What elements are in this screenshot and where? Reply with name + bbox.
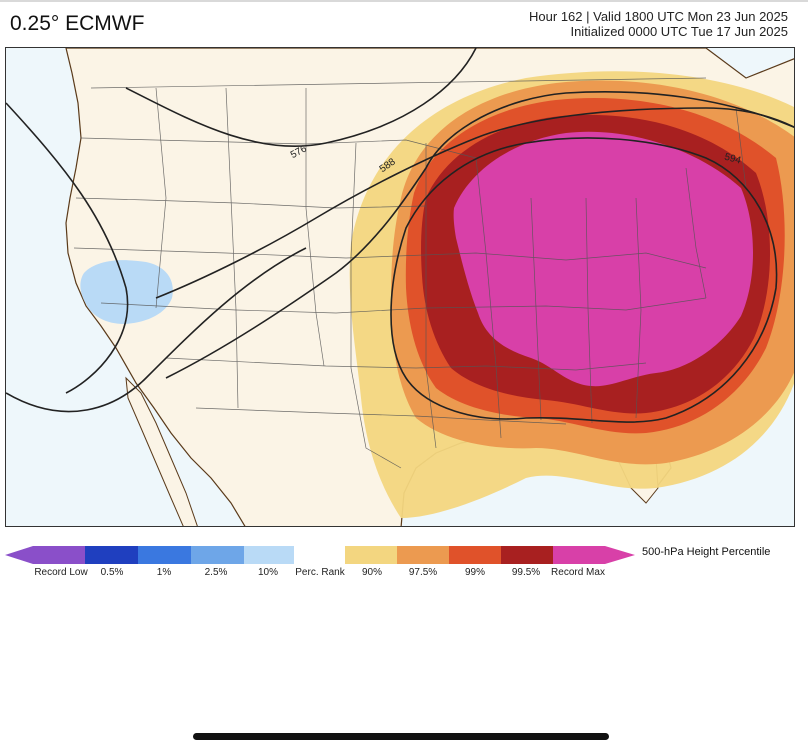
top-rule [0,0,808,2]
legend-swatch-0-5 [85,546,138,564]
legend-label-97-5: 97.5% [408,567,438,578]
contour-582 [155,107,794,299]
contour-588 [165,91,794,379]
contour-west-2 [6,247,307,413]
legend-swatch-90 [345,546,397,564]
legend-label-0-5: 0.5% [100,567,124,578]
legend-title: 500-hPa Height Percentile [642,546,771,558]
height-contours [6,48,794,423]
legend-swatch-record-low [5,546,85,564]
baja [125,376,198,526]
legend-label-90: 90% [361,567,383,578]
legend-colorbar [5,546,635,564]
legend-label-99: 99% [464,567,486,578]
legend-label-99-5: 99.5% [511,567,541,578]
home-indicator[interactable] [193,733,609,740]
legend-swatch-1 [138,546,191,564]
legend-label-record-max: Record Max [551,567,605,578]
legend-label-record-low: Record Low [34,567,88,578]
run-info: Hour 162 | Valid 1800 UTC Mon 23 Jun 202… [529,9,788,39]
valid-time: Hour 162 | Valid 1800 UTC Mon 23 Jun 202… [529,9,788,24]
legend-swatch-2-5 [191,546,244,564]
map-canvas: 576 588 594 [6,48,794,526]
legend-swatch-10 [244,546,294,564]
legend-swatch-99 [449,546,501,564]
contour-576 [125,48,477,148]
legend-swatch-99-5 [501,546,553,564]
legend-swatch-perc-rank [294,546,345,564]
legend-label-10: 10% [257,567,279,578]
model-title: 0.25° ECMWF [10,12,145,35]
legend-swatch-97-5 [397,546,449,564]
map-panel[interactable]: 576 588 594 [5,47,795,527]
init-time: Initialized 0000 UTC Tue 17 Jun 2025 [570,24,788,39]
legend-label-1: 1% [156,567,172,578]
legend-label-perc-rank: Perc. Rank [295,567,345,578]
legend-label-2-5: 2.5% [204,567,228,578]
contour-594 [390,137,778,423]
percentile-record-max [453,131,754,387]
contour-label-594: 594 [723,152,742,167]
legend-swatch-record-max [553,546,635,564]
contour-west-1 [6,102,129,394]
state-boundaries [73,77,747,469]
